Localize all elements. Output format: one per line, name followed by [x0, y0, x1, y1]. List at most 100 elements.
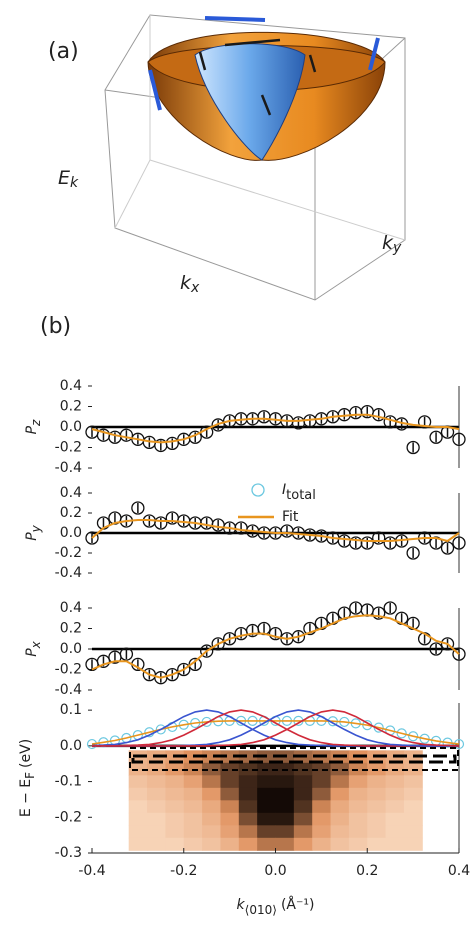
- y-tick-label: 0.0: [60, 525, 82, 541]
- data-point: [360, 536, 374, 550]
- heatmap-cell: [293, 787, 313, 801]
- point-ring: [85, 531, 99, 545]
- data-point: [200, 516, 214, 530]
- axis-label: kx: [180, 272, 200, 297]
- heatmap-cell: [385, 800, 405, 814]
- point-ring: [406, 440, 420, 455]
- y-tick-label: -0.2: [55, 809, 82, 825]
- legend-name: Fit: [282, 509, 299, 525]
- heatmap-cell: [147, 787, 166, 801]
- y-label-sub: x: [29, 640, 43, 649]
- heatmap-cell: [293, 775, 313, 789]
- dashed-boxes: [129, 747, 459, 771]
- y-axis-label: Px: [24, 640, 43, 656]
- point-ring: [383, 601, 397, 615]
- heatmap-cell: [147, 825, 166, 839]
- data-point: [131, 501, 145, 515]
- point-ring: [268, 626, 283, 641]
- heatmap-cell: [293, 837, 313, 851]
- data-point: [349, 601, 363, 615]
- y-tick-label: 0.4: [60, 485, 82, 501]
- heatmap-cell: [312, 775, 332, 789]
- data-point: [429, 642, 443, 656]
- panel-label: (b): [40, 314, 71, 339]
- heatmap-cell: [275, 800, 295, 814]
- y-axis-label: E − EF (eV): [18, 739, 37, 817]
- heatmap-cell: [183, 787, 203, 801]
- y-tick-label: 0.0: [60, 738, 82, 754]
- point-ring: [177, 662, 191, 677]
- heatmap-cell: [312, 800, 332, 814]
- data-point: [85, 425, 99, 439]
- x-tick-label: 0.4: [448, 863, 470, 879]
- point-ring: [417, 415, 432, 429]
- data-point: [419, 733, 430, 744]
- point-ring: [429, 642, 443, 656]
- heatmap-cell: [275, 812, 295, 826]
- heatmap-cell: [330, 825, 350, 839]
- data-point: [257, 410, 271, 424]
- heatmap-cell: [165, 825, 185, 839]
- heatmap-cell: [238, 762, 258, 776]
- data-point: [440, 541, 455, 555]
- heatmap-cell: [128, 800, 148, 814]
- x-tick-label: 0.0: [264, 863, 286, 879]
- y-tick-label: -0.2: [55, 440, 82, 456]
- y-tick-label: 0.4: [60, 600, 82, 616]
- heatmap-cell: [403, 825, 423, 839]
- point-ring: [429, 430, 443, 444]
- y-label-sub: y: [29, 524, 43, 533]
- series-line: [91, 720, 460, 745]
- heatmap-cell: [128, 775, 148, 789]
- point-ring: [452, 536, 466, 550]
- point-ring: [303, 621, 317, 636]
- heatmap-cell: [403, 812, 423, 826]
- data-point: [406, 440, 420, 455]
- data-point: [211, 518, 225, 532]
- heatmap-cell: [128, 825, 148, 839]
- heatmap-cell: [257, 837, 276, 851]
- heatmap-cell: [165, 800, 185, 814]
- heatmap-cell: [385, 837, 405, 851]
- heatmap-cell: [367, 800, 387, 814]
- y-label-main: P: [24, 425, 40, 434]
- heatmap-cell: [330, 800, 350, 814]
- point-ring: [154, 516, 168, 530]
- data-point: [119, 647, 134, 661]
- heatmap-cell: [165, 812, 185, 826]
- heatmap-cell: [348, 837, 368, 851]
- heatmap-cell: [257, 800, 276, 814]
- series-line: [92, 709, 459, 747]
- y-tick-label: -0.1: [55, 774, 82, 790]
- heatmap-cell: [312, 812, 332, 826]
- heatmap-cell: [330, 837, 350, 851]
- heatmap-cell: [312, 825, 332, 839]
- y-tick-label: 0.2: [60, 505, 82, 521]
- heatmap-cell: [202, 837, 221, 851]
- inner-cone: [194, 43, 306, 161]
- panel-b: 0.4 0.2 0.0 -0.2 -0.4 Pz 0.4 0.2 0.0 -0.2 -0.4 Py 0.…: [18, 378, 470, 917]
- data-point: [383, 536, 397, 550]
- x-tick-label: -0.2: [170, 863, 197, 879]
- heatmap-cell: [238, 837, 258, 851]
- heatmap-cell: [385, 775, 405, 789]
- heatmap-cell: [257, 787, 276, 801]
- heatmap-cell: [238, 800, 258, 814]
- heatmap-cell: [385, 825, 405, 839]
- data-point: [119, 428, 134, 442]
- legend-swatch: [251, 483, 265, 497]
- point-ring: [131, 501, 145, 515]
- heatmap-cell: [348, 762, 368, 776]
- point-ring: [452, 647, 466, 661]
- heatmap-cell: [275, 787, 295, 801]
- x-axis-label: k⟨010⟩ (Å⁻¹): [237, 896, 315, 917]
- heatmap-cell: [183, 837, 203, 851]
- y-label-main: E − E: [18, 779, 34, 817]
- heatmap-cell: [183, 775, 203, 789]
- heatmap-cell: [147, 837, 166, 851]
- data-point: [452, 647, 466, 661]
- point-ring: [291, 630, 306, 644]
- heatmap-cell: [128, 787, 148, 801]
- heatmap-cell: [165, 787, 185, 801]
